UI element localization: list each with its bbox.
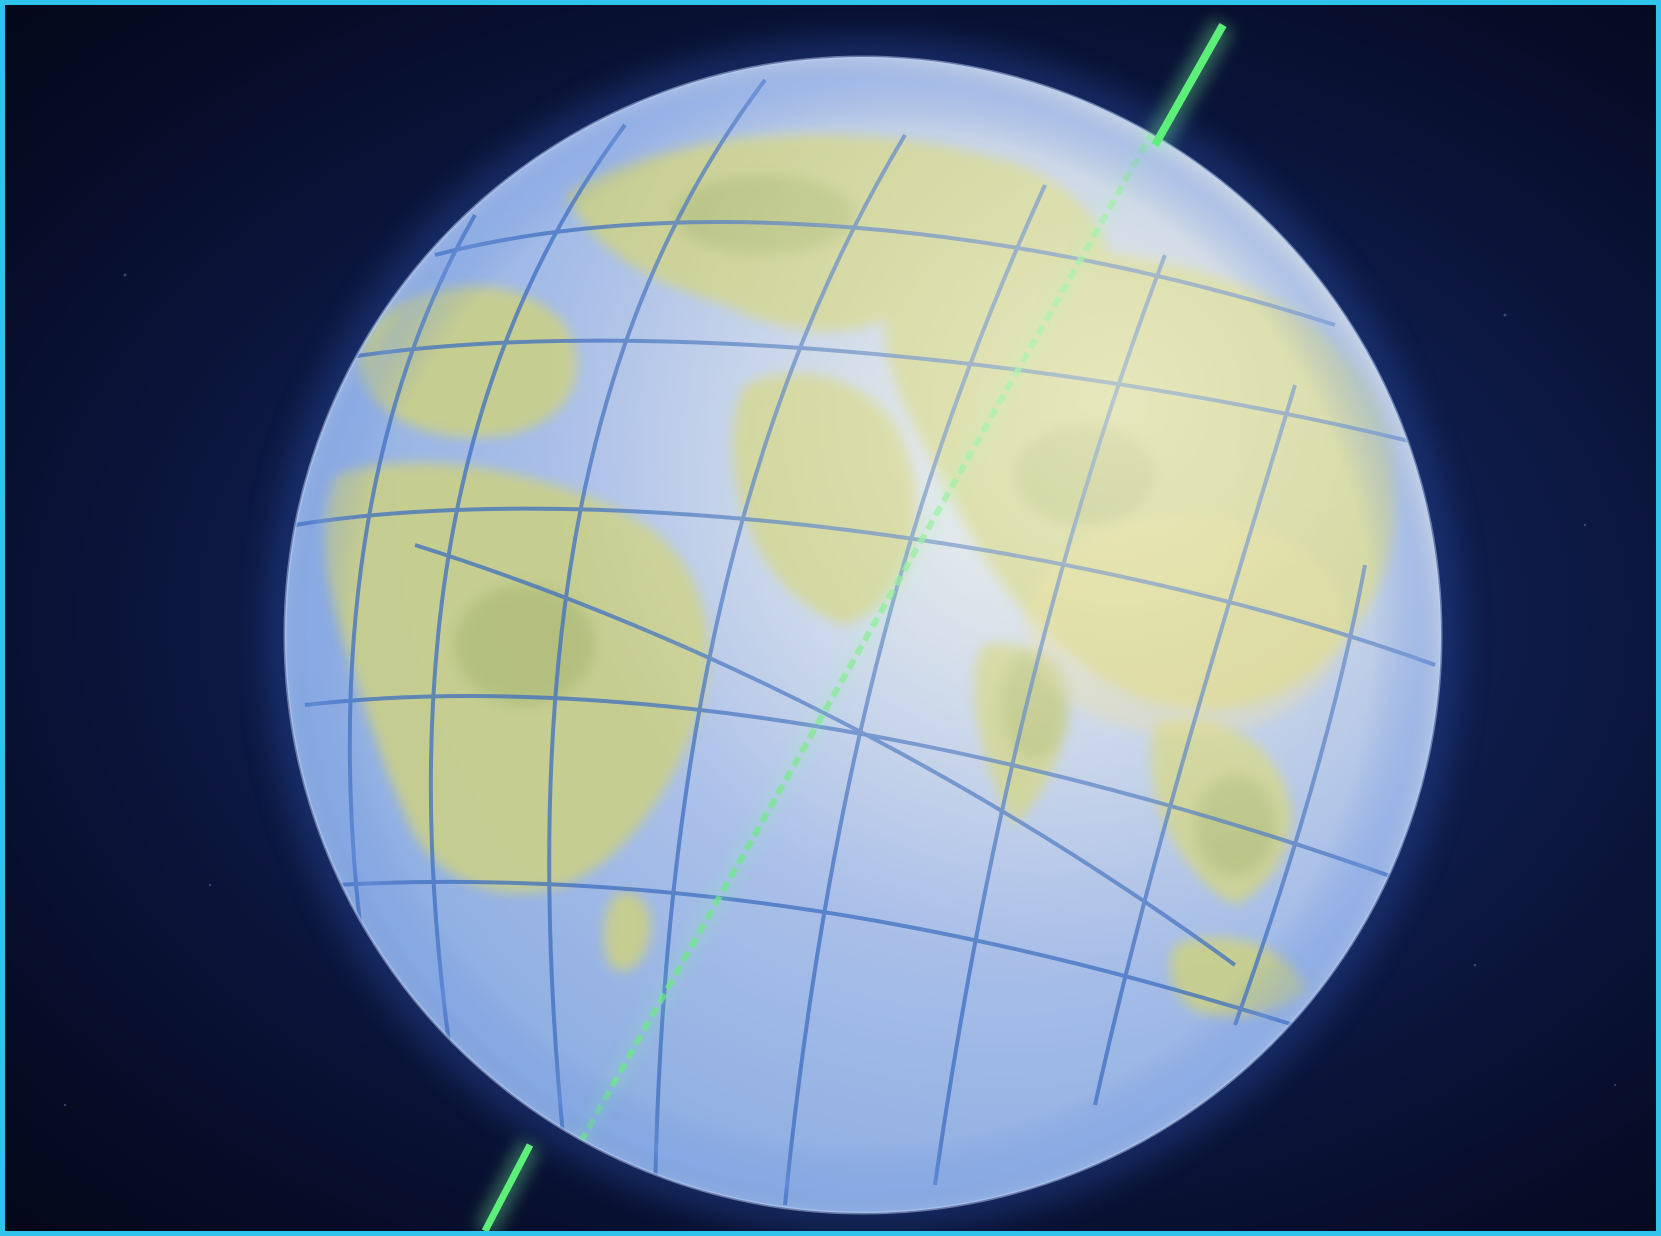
globe-scene — [63, 19, 1617, 1231]
rotation-axis-lower — [475, 1139, 540, 1231]
earth-globe — [283, 55, 1443, 1215]
rotation-axis-upper — [1144, 19, 1234, 151]
stars — [63, 273, 1617, 1107]
